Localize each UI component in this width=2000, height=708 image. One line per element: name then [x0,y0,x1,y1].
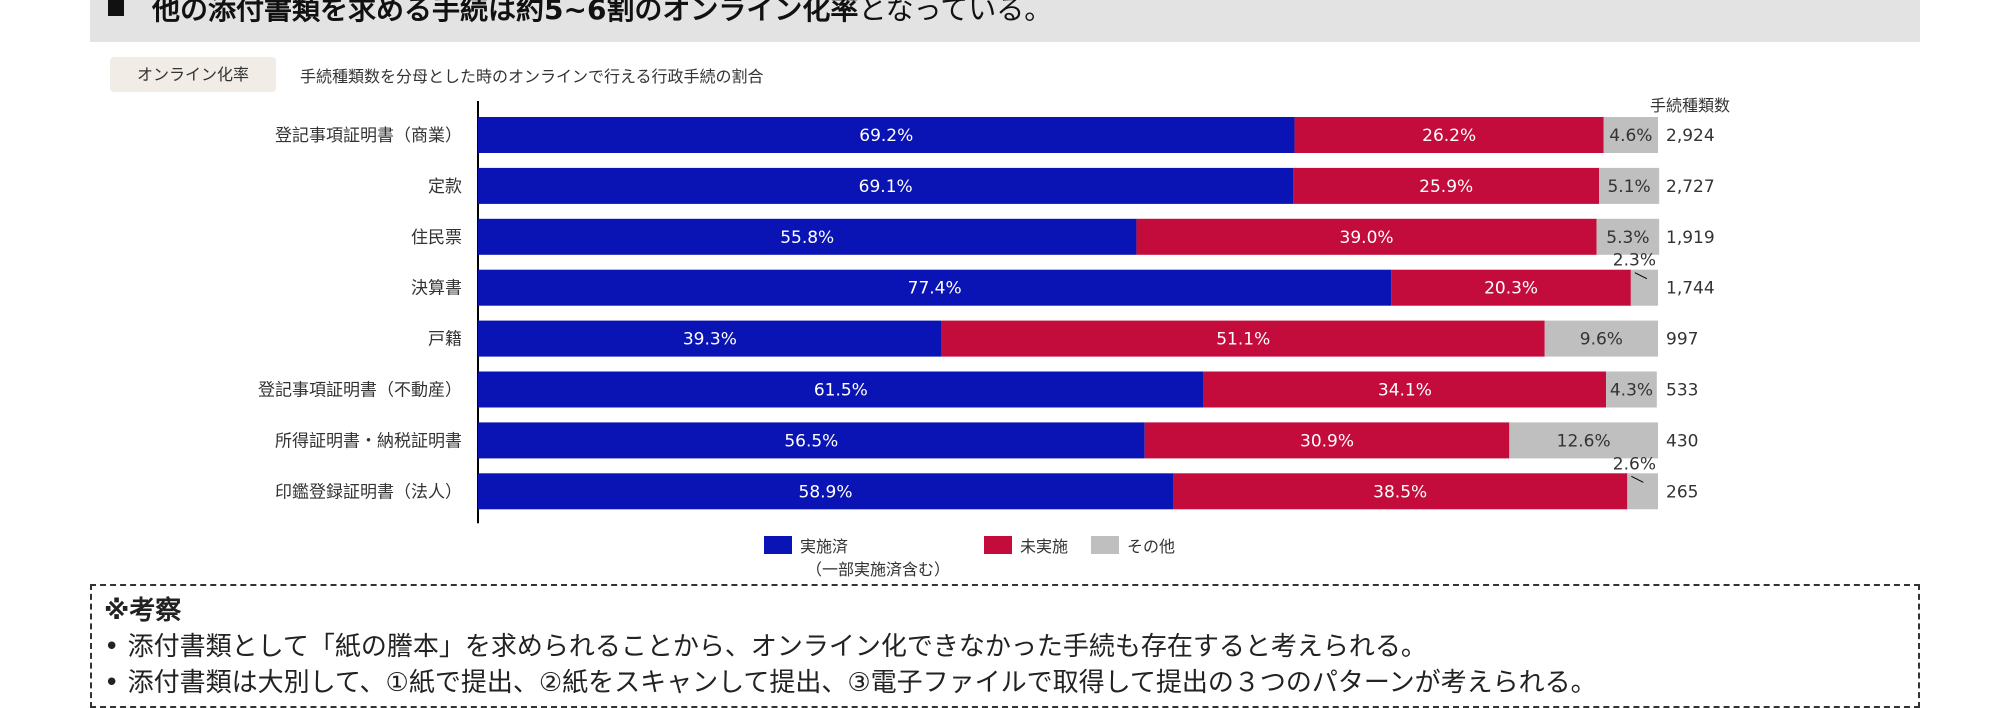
section-header: 他の添付書類を求める手続は約5~6割のオンライン化率となっている。 [90,0,1920,42]
data-label: 58.9% [799,482,853,502]
count-label: 265 [1666,482,1698,502]
count-label: 533 [1666,381,1698,401]
bar-segment [1596,218,1660,255]
bar-segment [478,371,1204,408]
data-label: 2.3% [1613,251,1656,271]
count-column-header: 手続種類数 [1650,96,1731,115]
notes-heading: ※考察 [104,596,182,626]
category-label: 戸籍 [428,330,462,350]
count-label: 430 [1666,431,1698,451]
category-label: 定款 [428,177,462,197]
notes-box: ※考察 • 添付書類として「紙の謄本」を求められることから、オンライン化できなか… [90,584,1920,708]
data-label: 39.0% [1340,228,1394,248]
data-label: 4.6% [1609,126,1652,146]
data-label: 55.8% [780,228,834,248]
definition-text: 手続種類数を分母とした時のオンラインで行える行政手続の割合 [300,67,764,86]
online-rate-badge: オンライン化率 [110,57,276,92]
count-label: 997 [1666,330,1698,350]
data-label: 9.6% [1580,330,1623,350]
category-label: 決算書 [411,279,462,299]
data-label: 4.3% [1610,381,1653,401]
notes-bullet: • 添付書類は大別して、①紙で提出、②紙をスキャンして提出、③電子ファイルで取得… [104,668,1597,698]
data-label: 69.1% [859,177,913,197]
data-label: 56.5% [784,431,838,451]
notes-bullet: • 添付書類として「紙の謄本」を求められることから、オンライン化できなかった手続… [104,632,1427,662]
leader-line [1634,272,1648,280]
data-label: 12.6% [1557,431,1611,451]
data-label: 61.5% [814,381,868,401]
category-label: 所得証明書・納税証明書 [275,431,462,451]
category-label: 登記事項証明書（不動産） [258,381,462,401]
bar-segment [1599,167,1660,204]
count-label: 2,727 [1666,177,1715,197]
bar-segment [478,473,1174,510]
legend-label-not-done: 未実施 [1020,537,1069,556]
data-label: 69.2% [859,126,913,146]
data-label: 20.3% [1484,279,1538,299]
data-label: 39.3% [683,330,737,350]
bar-segment [941,320,1545,357]
legend-swatch-other [1091,536,1119,554]
legend-label-other: その他 [1127,537,1176,556]
stacked-bar-chart: 登記事項証明書（商業） 69.2% 26.2% 4.6% 2,924 定款 69.1% 25.… [258,101,1715,524]
count-label: 1,744 [1666,279,1715,299]
bar-segment [1509,422,1658,459]
data-label: 30.9% [1300,431,1354,451]
bar-segment [1391,269,1631,306]
data-label: 34.1% [1378,381,1432,401]
data-label: 77.4% [908,279,962,299]
bar-segment [478,422,1145,459]
legend-label-done-sub: （一部実施済含む） [806,560,951,579]
data-label: 26.2% [1422,126,1476,146]
bar-segment [478,117,1295,153]
legend-label-done: 実施済 [800,537,849,556]
count-label: 2,924 [1666,126,1715,146]
data-label: 5.1% [1607,177,1650,197]
category-label: 印鑑登録証明書（法人） [275,482,462,502]
data-label: 2.6% [1613,454,1656,474]
bar-segment [1627,473,1658,510]
bar-segment [1144,422,1510,459]
bullet-square-icon [108,0,124,16]
bar-segment [1136,218,1597,255]
bar-segment [1293,167,1599,204]
data-label: 38.5% [1373,482,1427,502]
category-label: 登記事項証明書（商業） [275,126,462,146]
data-label: 25.9% [1419,177,1473,197]
bar-segment [478,269,1392,306]
bar-segment [1203,371,1607,408]
section-title: 他の添付書類を求める手続は約5~6割のオンライン化率となっている。 [152,0,1053,26]
bar-segment [1173,473,1628,510]
leader-line [1631,475,1644,483]
bar-segment [1606,371,1657,408]
category-label: 住民票 [411,228,462,248]
count-label: 1,919 [1666,228,1715,248]
bar-segment [1630,269,1658,306]
bar-segment [1294,117,1604,153]
bar-segment [478,167,1294,204]
legend-swatch-not-done [984,536,1012,554]
data-label: 51.1% [1216,330,1270,350]
bar-segment [478,218,1137,255]
data-label: 5.3% [1606,228,1649,248]
bar-segment [1603,117,1658,153]
legend-swatch-done [764,536,792,554]
bar-segment [1544,320,1658,357]
bar-segment [478,320,942,357]
